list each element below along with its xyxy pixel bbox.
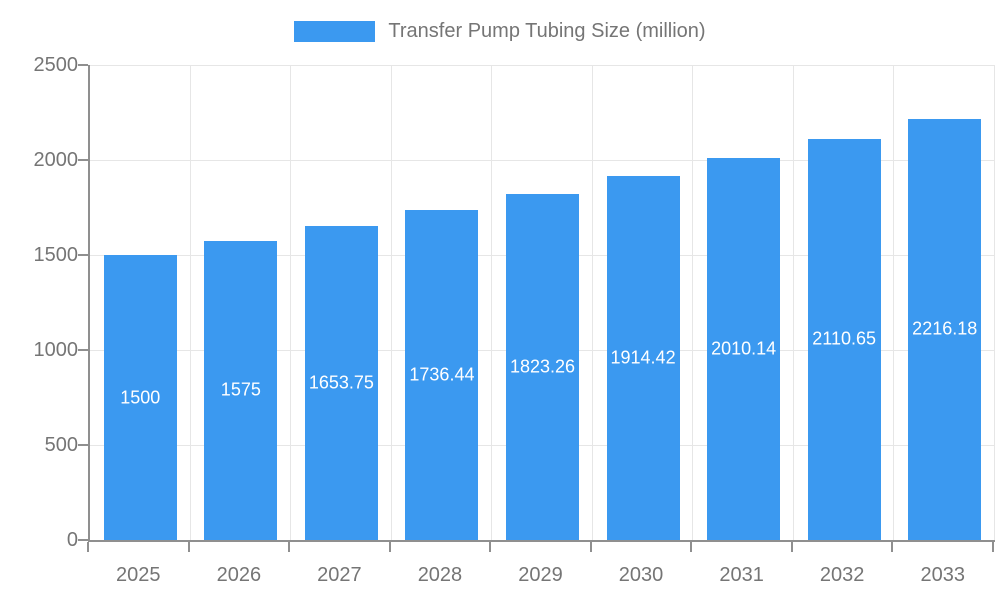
bar-value-label: 1500 (120, 387, 161, 407)
bar-2033[interactable] (908, 118, 982, 540)
x-axis-tick-label: 2025 (116, 564, 161, 586)
x-axis-tick-mark (87, 542, 89, 552)
v-gridline (390, 65, 392, 540)
y-axis-tick-mark (78, 444, 88, 446)
bar-value-label: 2010.14 (711, 338, 777, 359)
x-axis-tick-mark (489, 542, 492, 552)
bar-value-label: 1736.44 (409, 364, 475, 385)
legend[interactable]: Transfer Pump Tubing Size (million) (0, 20, 1000, 43)
y-axis-tick-mark (78, 349, 88, 351)
bar-2029[interactable] (506, 193, 579, 540)
legend-label: Transfer Pump Tubing Size (million) (388, 20, 706, 42)
bar-2032[interactable] (807, 138, 881, 540)
x-axis-tick-label: 2029 (518, 564, 563, 586)
y-axis-tick-label: 2500 (33, 54, 79, 76)
x-axis-tick-mark (690, 542, 693, 552)
plot-area: 1500 1575 1653.75 1736.44 1823.26 1914.42 2010… (88, 65, 995, 542)
v-gridline (692, 65, 694, 540)
x-axis-tick-label: 2027 (317, 564, 362, 586)
y-axis-tick-mark (78, 159, 88, 161)
v-gridline (994, 65, 995, 540)
x-axis-tick-label: 2033 (920, 564, 965, 586)
v-gridline (290, 65, 292, 540)
v-gridline (491, 65, 493, 540)
y-axis-tick-label: 2000 (33, 149, 79, 171)
bar-2025[interactable] (103, 255, 177, 540)
bar-2031[interactable] (707, 158, 781, 540)
x-axis-tick-mark (790, 542, 793, 552)
y-axis-tick-label: 1500 (33, 244, 79, 266)
y-axis-tick-label: 1000 (33, 339, 79, 361)
v-gridline (591, 65, 593, 540)
bar-2026[interactable] (204, 240, 278, 540)
bar-value-label: 1914.42 (610, 347, 676, 368)
x-axis-tick-label: 2026 (216, 564, 262, 586)
bar-2027[interactable] (304, 225, 378, 540)
bar-2028[interactable] (405, 210, 479, 540)
y-axis-tick-label: 500 (44, 434, 78, 456)
x-axis-tick-label: 2028 (417, 564, 463, 586)
x-axis-tick-mark (992, 542, 994, 552)
x-axis-tick-label: 2032 (819, 564, 865, 586)
x-axis-tick-mark (187, 542, 190, 552)
h-gridline (90, 160, 995, 161)
y-axis-tick-label: 0 (66, 529, 78, 551)
y-axis-tick-mark (78, 539, 88, 541)
v-gridline (189, 65, 191, 540)
x-axis-tick-mark (388, 542, 391, 552)
y-axis-tick-mark (78, 254, 88, 256)
bar-value-label: 1653.75 (308, 372, 374, 393)
h-gridline (90, 65, 995, 66)
x-axis-tick-label: 2030 (618, 564, 664, 586)
bar-2030[interactable] (606, 176, 680, 540)
v-gridline (893, 65, 895, 540)
x-axis-tick-mark (589, 542, 592, 552)
x-axis-tick-label: 2031 (719, 564, 764, 586)
x-axis-tick-mark (288, 542, 291, 552)
v-gridline (792, 65, 794, 540)
bar-value-label: 1823.26 (509, 356, 576, 377)
legend-swatch (294, 21, 376, 42)
bar-value-label: 2216.18 (912, 318, 978, 339)
y-axis-tick-mark (78, 64, 88, 66)
x-axis-tick-mark (891, 542, 894, 552)
bar-value-label: 1575 (220, 379, 261, 400)
bar-value-label: 2110.65 (812, 328, 877, 349)
